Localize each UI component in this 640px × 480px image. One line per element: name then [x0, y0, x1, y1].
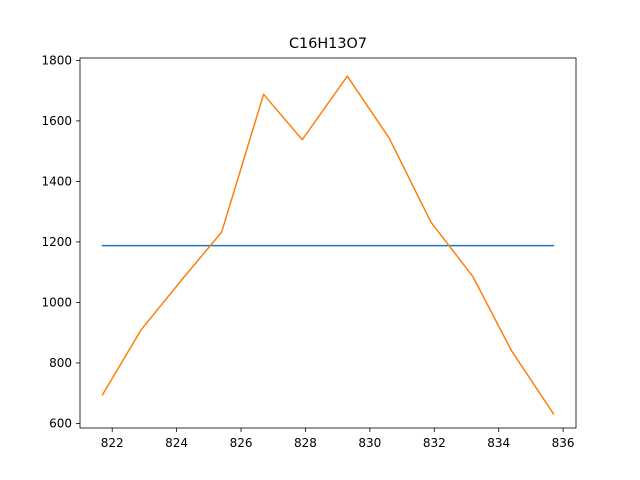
series-layer [101, 75, 555, 415]
series-line-1 [101, 75, 555, 415]
x-tick-label: 836 [552, 436, 575, 450]
x-tick-label: 824 [165, 436, 188, 450]
x-tick-label: 832 [423, 436, 446, 450]
chart-title: C16H13O7 [289, 36, 367, 52]
y-tick-label: 800 [49, 356, 72, 370]
x-tick-label: 834 [487, 436, 510, 450]
y-tick-label: 1800 [41, 53, 72, 67]
x-tick-label: 828 [294, 436, 317, 450]
plot-frame [79, 57, 577, 429]
y-tick-label: 1600 [41, 114, 72, 128]
y-tick-label: 1000 [41, 295, 72, 309]
y-tick-label: 1400 [41, 174, 72, 188]
x-tick-label: 830 [358, 436, 381, 450]
y-tick-label: 1200 [41, 235, 72, 249]
axes: 822 824 826 828 830 832 834 836 600 800 1000 1200 14… [41, 53, 577, 450]
x-tick-label: 826 [230, 436, 253, 450]
y-tick-label: 600 [49, 416, 72, 430]
x-tick-label: 822 [101, 436, 124, 450]
